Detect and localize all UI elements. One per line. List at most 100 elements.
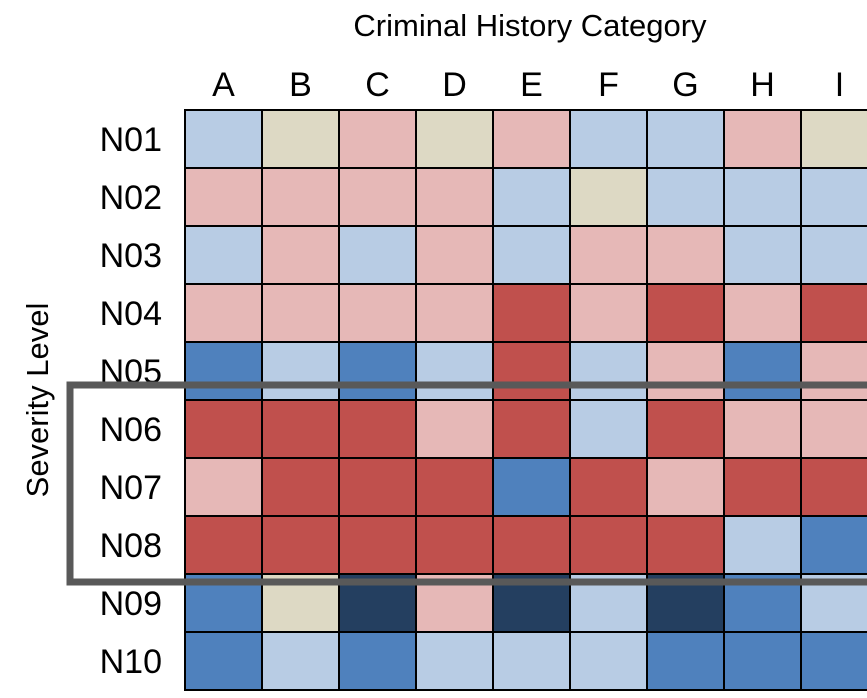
cell-n02-f [569,167,648,227]
cell-n10-b [261,631,340,691]
cell-n06-b [261,399,340,459]
cell-n08-d [415,515,494,575]
column-label-e: E [520,66,543,104]
cell-n02-d [415,167,494,227]
column-label-h: H [750,66,775,104]
cell-n07-g [646,457,725,517]
cell-n10-f [569,631,648,691]
cell-n08-g [646,515,725,575]
cell-n02-g [646,167,725,227]
cell-n07-i [800,457,867,517]
cell-n03-e [492,225,571,285]
cell-n04-e [492,283,571,343]
cell-n01-c [338,109,417,169]
cell-n10-i [800,631,867,691]
cell-n06-e [492,399,571,459]
cell-n03-f [569,225,648,285]
cell-n02-b [261,167,340,227]
cell-n08-c [338,515,417,575]
cell-n06-a [184,399,263,459]
row-label-n09: N09 [100,585,162,623]
y-axis-title: Severity Level [20,303,55,498]
cell-n02-e [492,167,571,227]
cell-n07-c [338,457,417,517]
cell-n05-i [800,341,867,401]
cell-n02-h [723,167,802,227]
cell-n05-f [569,341,648,401]
cell-n02-i [800,167,867,227]
cell-n04-d [415,283,494,343]
cell-n06-c [338,399,417,459]
cell-n03-c [338,225,417,285]
cell-n10-h [723,631,802,691]
row-label-n10: N10 [100,643,162,681]
cell-n04-g [646,283,725,343]
column-label-f: F [598,66,619,104]
cells-layer [184,109,867,691]
cell-n05-h [723,341,802,401]
cell-n06-f [569,399,648,459]
cell-n10-g [646,631,725,691]
cell-n07-h [723,457,802,517]
cell-n03-i [800,225,867,285]
cell-n06-d [415,399,494,459]
cell-n08-a [184,515,263,575]
column-label-g: G [672,66,698,104]
column-label-b: B [289,66,312,104]
cell-n05-g [646,341,725,401]
cell-n06-i [800,399,867,459]
row-label-n07: N07 [100,469,162,507]
cell-n01-a [184,109,263,169]
cell-n08-e [492,515,571,575]
cell-n06-h [723,399,802,459]
cell-n04-h [723,283,802,343]
cell-n07-e [492,457,571,517]
row-label-n08: N08 [100,527,162,565]
row-label-n01: N01 [100,121,162,159]
cell-n01-f [569,109,648,169]
cell-n05-d [415,341,494,401]
cell-n04-a [184,283,263,343]
cell-n05-a [184,341,263,401]
cell-n08-f [569,515,648,575]
cell-n07-a [184,457,263,517]
cell-n01-h [723,109,802,169]
cell-n10-d [415,631,494,691]
highlight-box-n06-n08 [66,381,867,586]
column-labels: A B C D E F G H I [212,66,844,104]
cell-n05-c [338,341,417,401]
column-label-a: A [212,66,235,104]
cell-n01-d [415,109,494,169]
cell-n03-b [261,225,340,285]
cell-n01-b [261,109,340,169]
x-axis-title: Criminal History Category [353,8,707,43]
cell-n07-d [415,457,494,517]
cell-n04-i [800,283,867,343]
column-label-d: D [442,66,467,104]
row-label-n04: N04 [100,295,162,333]
cell-n03-d [415,225,494,285]
cell-n08-h [723,515,802,575]
cell-n05-e [492,341,571,401]
column-label-c: C [365,66,390,104]
cell-n03-g [646,225,725,285]
cell-n07-b [261,457,340,517]
cell-n03-a [184,225,263,285]
cell-n04-c [338,283,417,343]
cell-n02-a [184,167,263,227]
cell-n10-c [338,631,417,691]
cell-n03-h [723,225,802,285]
cell-n08-b [261,515,340,575]
cell-n01-e [492,109,571,169]
row-label-n03: N03 [100,237,162,275]
row-label-n06: N06 [100,411,162,449]
cell-n08-i [800,515,867,575]
cell-n05-b [261,341,340,401]
cell-n04-b [261,283,340,343]
row-label-n02: N02 [100,179,162,217]
cell-n10-e [492,631,571,691]
cell-n06-g [646,399,725,459]
cell-n07-f [569,457,648,517]
